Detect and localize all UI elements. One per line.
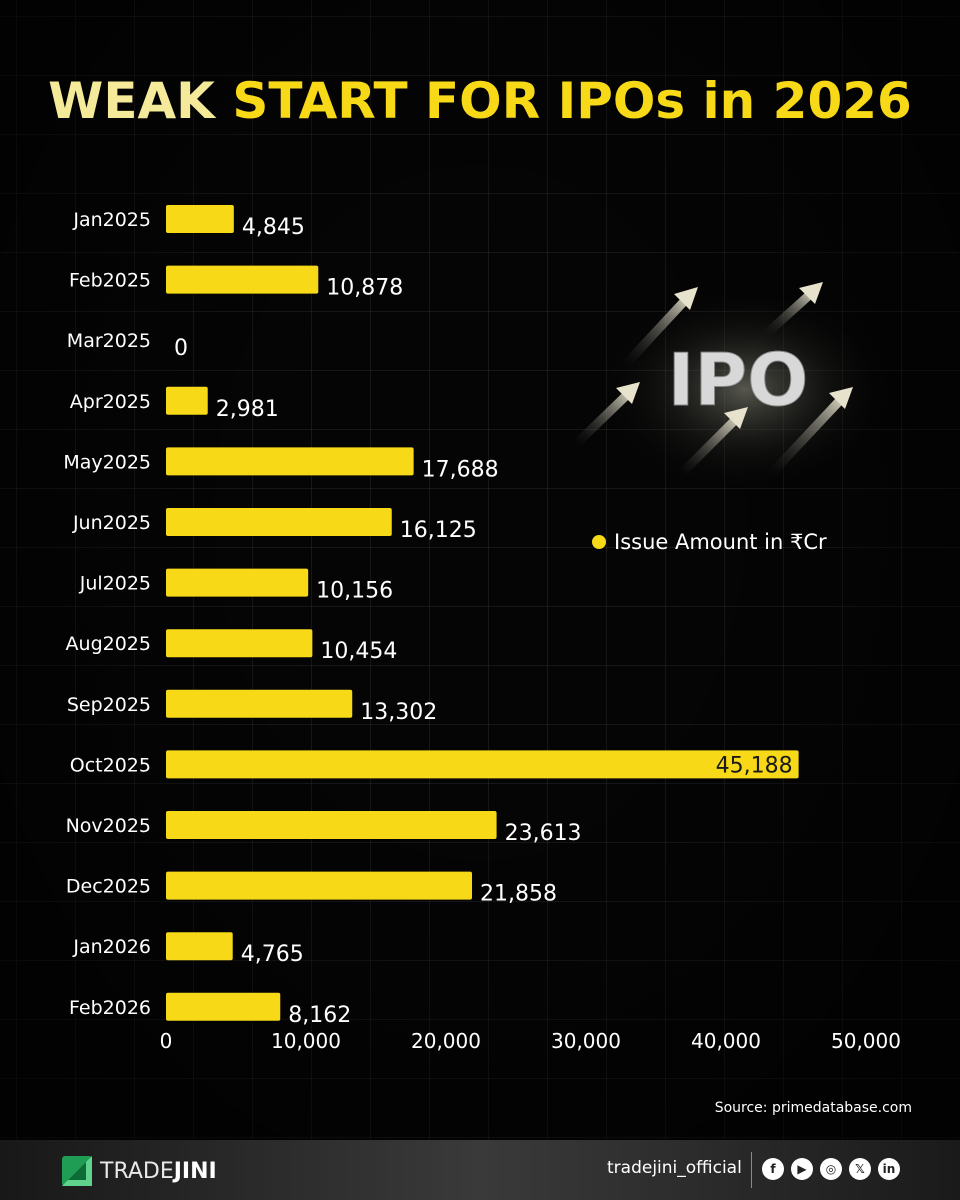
legend-swatch: [592, 535, 606, 549]
x-tick-label: 10,000: [271, 1029, 341, 1053]
category-label: Mar2025: [67, 330, 151, 352]
category-label: Feb2025: [69, 270, 151, 292]
category-label: Jul2025: [79, 573, 151, 595]
instagram-icon[interactable]: ◎: [820, 1158, 842, 1180]
category-label: Dec2025: [66, 876, 151, 898]
data-label: 21,858: [480, 882, 557, 907]
x-tick-label: 40,000: [691, 1029, 761, 1053]
page-title: WEAK START FOR IPOs in 2026: [0, 72, 960, 130]
data-label: 10,156: [316, 579, 393, 604]
data-label: 10,454: [320, 639, 397, 664]
bar: [166, 750, 799, 779]
x-icon[interactable]: 𝕏: [849, 1158, 871, 1180]
bar: [166, 568, 309, 597]
ipo-arrows-illustration: IPO: [570, 280, 895, 490]
social-handle: tradejini_official: [607, 1158, 742, 1178]
bar: [166, 205, 234, 233]
x-tick-label: 50,000: [831, 1029, 901, 1053]
x-tick-label: 20,000: [411, 1029, 481, 1053]
brand[interactable]: TRADEJINI: [62, 1156, 217, 1186]
category-label: Jan2025: [72, 209, 151, 231]
source-note: Source: primedatabase.com: [714, 1100, 912, 1116]
category-label: Sep2025: [67, 694, 151, 716]
data-label: 4,765: [241, 942, 304, 967]
linkedin-icon[interactable]: in: [878, 1158, 900, 1180]
bar: [166, 508, 392, 536]
ipo-label: IPO: [668, 338, 809, 422]
tradejini-logo-icon: [62, 1156, 92, 1186]
social-icons: f ▶ ◎ 𝕏 in: [762, 1158, 907, 1180]
data-label: 16,125: [400, 518, 477, 543]
data-label: 10,878: [326, 276, 403, 301]
brand-name: TRADEJINI: [100, 1159, 217, 1184]
data-label: 4,845: [242, 215, 305, 240]
category-label: Nov2025: [66, 815, 151, 837]
background-vignette: [0, 0, 960, 1140]
bar: [166, 932, 233, 961]
bar-chart: Jan2025 4,845 Feb2025 10,878 Mar2025 0 Apr2025…: [63, 205, 901, 1053]
category-label: Apr2025: [70, 391, 151, 413]
footer-divider: [751, 1152, 752, 1188]
category-label: Jun2025: [72, 512, 151, 534]
data-label: 13,302: [360, 700, 437, 725]
data-label: 23,613: [505, 821, 582, 846]
up-arrow-icon: [570, 285, 850, 480]
data-label: 8,162: [288, 1003, 351, 1028]
youtube-icon[interactable]: ▶: [791, 1158, 813, 1180]
title-part-2: START FOR IPOs in 2026: [232, 72, 912, 130]
chart-legend: Issue Amount in ₹Cr: [592, 530, 827, 554]
bar: [166, 871, 473, 900]
category-label: Jan2026: [72, 936, 151, 958]
brand-name-part-2: JINI: [173, 1158, 217, 1184]
bar: [166, 386, 208, 415]
bar: [166, 811, 497, 839]
category-label: Aug2025: [66, 633, 151, 655]
category-label: Oct2025: [70, 754, 151, 776]
bar: [166, 629, 313, 658]
facebook-icon[interactable]: f: [762, 1158, 784, 1180]
bar: [166, 689, 353, 718]
data-label: 0: [174, 336, 188, 361]
category-label: Feb2026: [69, 997, 151, 1019]
data-label: 17,688: [422, 457, 499, 482]
x-tick-label: 0: [160, 1029, 173, 1053]
bar: [166, 265, 319, 294]
title-part-1: WEAK: [48, 72, 233, 130]
x-tick-label: 30,000: [551, 1029, 621, 1053]
category-label: May2025: [63, 451, 151, 473]
brand-name-part-1: TRADE: [100, 1158, 174, 1184]
bar: [166, 447, 414, 476]
bar: [166, 992, 281, 1021]
data-label: 45,188: [716, 753, 793, 778]
data-label: 2,981: [216, 397, 279, 422]
footer-bar: TRADEJINI tradejini_official f ▶ ◎ 𝕏 in: [0, 1140, 960, 1200]
legend-label: Issue Amount in ₹Cr: [614, 530, 827, 554]
